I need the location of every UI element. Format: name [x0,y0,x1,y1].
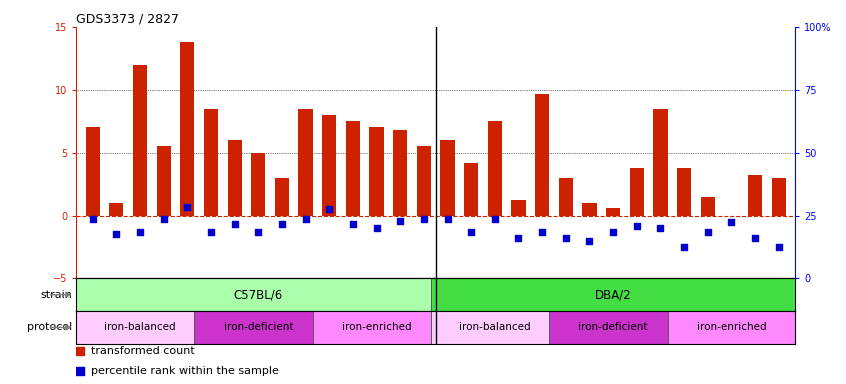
Point [73,367,86,374]
Bar [667,311,795,344]
Text: iron-balanced: iron-balanced [459,322,530,333]
Text: percentile rank within the sample: percentile rank within the sample [91,366,278,376]
Bar [157,146,171,215]
Point [725,219,739,225]
Text: strain: strain [41,290,73,300]
Bar [582,203,596,215]
Bar [417,146,431,215]
Point [772,244,785,250]
Point [441,216,454,222]
Bar [558,178,573,215]
Point [86,216,100,222]
Point [748,235,761,241]
Bar [441,140,454,215]
Bar [346,121,360,215]
Bar [535,94,549,215]
Bar [653,109,667,215]
Bar [393,130,407,215]
Point [370,225,383,231]
Point [275,221,288,227]
Text: transformed count: transformed count [91,346,195,356]
Point [228,221,241,227]
Bar [76,278,441,311]
Point [157,216,170,222]
Point [464,229,478,235]
Bar [700,197,715,215]
Point [110,231,124,237]
Point [417,216,431,222]
Bar [275,178,289,215]
Point [559,235,573,241]
Bar [606,208,620,215]
Bar [549,311,677,344]
Bar [313,311,441,344]
Bar [677,168,691,215]
Text: protocol: protocol [27,322,73,333]
Point [180,204,194,210]
Bar [772,178,786,215]
Bar [133,65,147,215]
Bar [76,311,204,344]
Bar [251,152,266,215]
Text: DBA/2: DBA/2 [595,288,631,301]
Bar [204,109,218,215]
Bar [511,200,525,215]
Bar [109,203,124,215]
Bar [431,311,558,344]
Point [346,221,360,227]
Text: iron-deficient: iron-deficient [223,322,293,333]
Point [251,229,265,235]
Text: iron-deficient: iron-deficient [579,322,648,333]
Point [536,229,549,235]
Text: C57BL/6: C57BL/6 [233,288,283,301]
Bar [488,121,502,215]
Point [701,229,715,235]
Bar [180,42,195,215]
Point [488,216,502,222]
Point [299,216,312,222]
Point [393,217,407,223]
Point [322,206,336,212]
Bar [299,109,313,215]
Text: iron-enriched: iron-enriched [342,322,411,333]
Point [73,348,86,354]
Point [630,222,644,228]
Point [133,229,146,235]
Point [204,229,217,235]
Point [512,235,525,241]
Text: iron-balanced: iron-balanced [104,322,176,333]
Bar [195,311,322,344]
Text: iron-enriched: iron-enriched [696,322,766,333]
Point [654,225,667,231]
Point [607,229,620,235]
Text: GDS3373 / 2827: GDS3373 / 2827 [76,13,179,26]
Bar [370,127,383,215]
Point [678,244,691,250]
Bar [322,115,337,215]
Bar [464,163,478,215]
Bar [629,168,644,215]
Bar [228,140,242,215]
Bar [748,175,762,215]
Bar [85,127,100,215]
Bar [431,278,795,311]
Point [583,238,596,244]
